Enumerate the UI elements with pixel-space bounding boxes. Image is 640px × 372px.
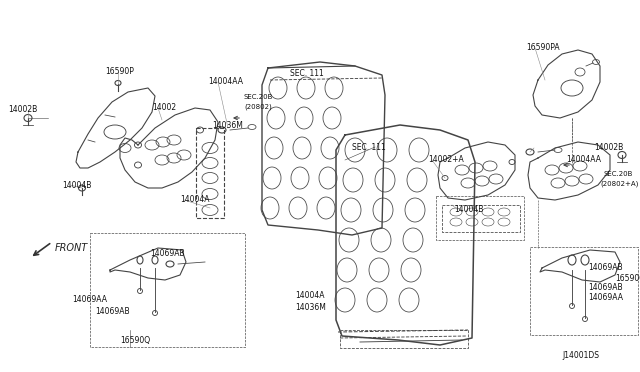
Text: 14004B: 14004B xyxy=(454,205,483,215)
Text: 16590PA: 16590PA xyxy=(526,44,559,52)
Text: SEC. 111: SEC. 111 xyxy=(352,144,386,153)
Text: 14002B: 14002B xyxy=(8,106,37,115)
Text: 14004AA: 14004AA xyxy=(208,77,243,87)
Text: (20802): (20802) xyxy=(244,104,272,110)
Text: 14002: 14002 xyxy=(152,103,176,112)
Text: 14002+A: 14002+A xyxy=(428,155,464,164)
Text: 14004A: 14004A xyxy=(180,196,209,205)
Text: 14069AA: 14069AA xyxy=(72,295,107,304)
Text: 14004AA: 14004AA xyxy=(566,155,601,164)
Text: 14069AB: 14069AB xyxy=(95,307,130,315)
Text: (20802+A): (20802+A) xyxy=(600,181,638,187)
Text: 14036M: 14036M xyxy=(212,121,243,129)
Text: 14069AA: 14069AA xyxy=(588,294,623,302)
Text: 14069AB: 14069AB xyxy=(150,250,184,259)
Text: FRONT: FRONT xyxy=(55,243,88,253)
Text: 14069AB: 14069AB xyxy=(588,283,623,292)
Text: 14036M: 14036M xyxy=(295,302,326,311)
Text: SEC.20B: SEC.20B xyxy=(244,94,273,100)
Text: J14001DS: J14001DS xyxy=(562,352,599,360)
Text: 16590Q: 16590Q xyxy=(120,336,150,344)
Text: 14002B: 14002B xyxy=(594,144,623,153)
Text: 14004B: 14004B xyxy=(62,180,92,189)
Text: SEC. 111: SEC. 111 xyxy=(290,70,324,78)
Text: 16590QA: 16590QA xyxy=(615,275,640,283)
Text: 14069AB: 14069AB xyxy=(588,263,623,273)
Text: SEC.20B: SEC.20B xyxy=(604,171,634,177)
Text: 16590P: 16590P xyxy=(105,67,134,77)
Text: 14004A: 14004A xyxy=(295,291,324,299)
